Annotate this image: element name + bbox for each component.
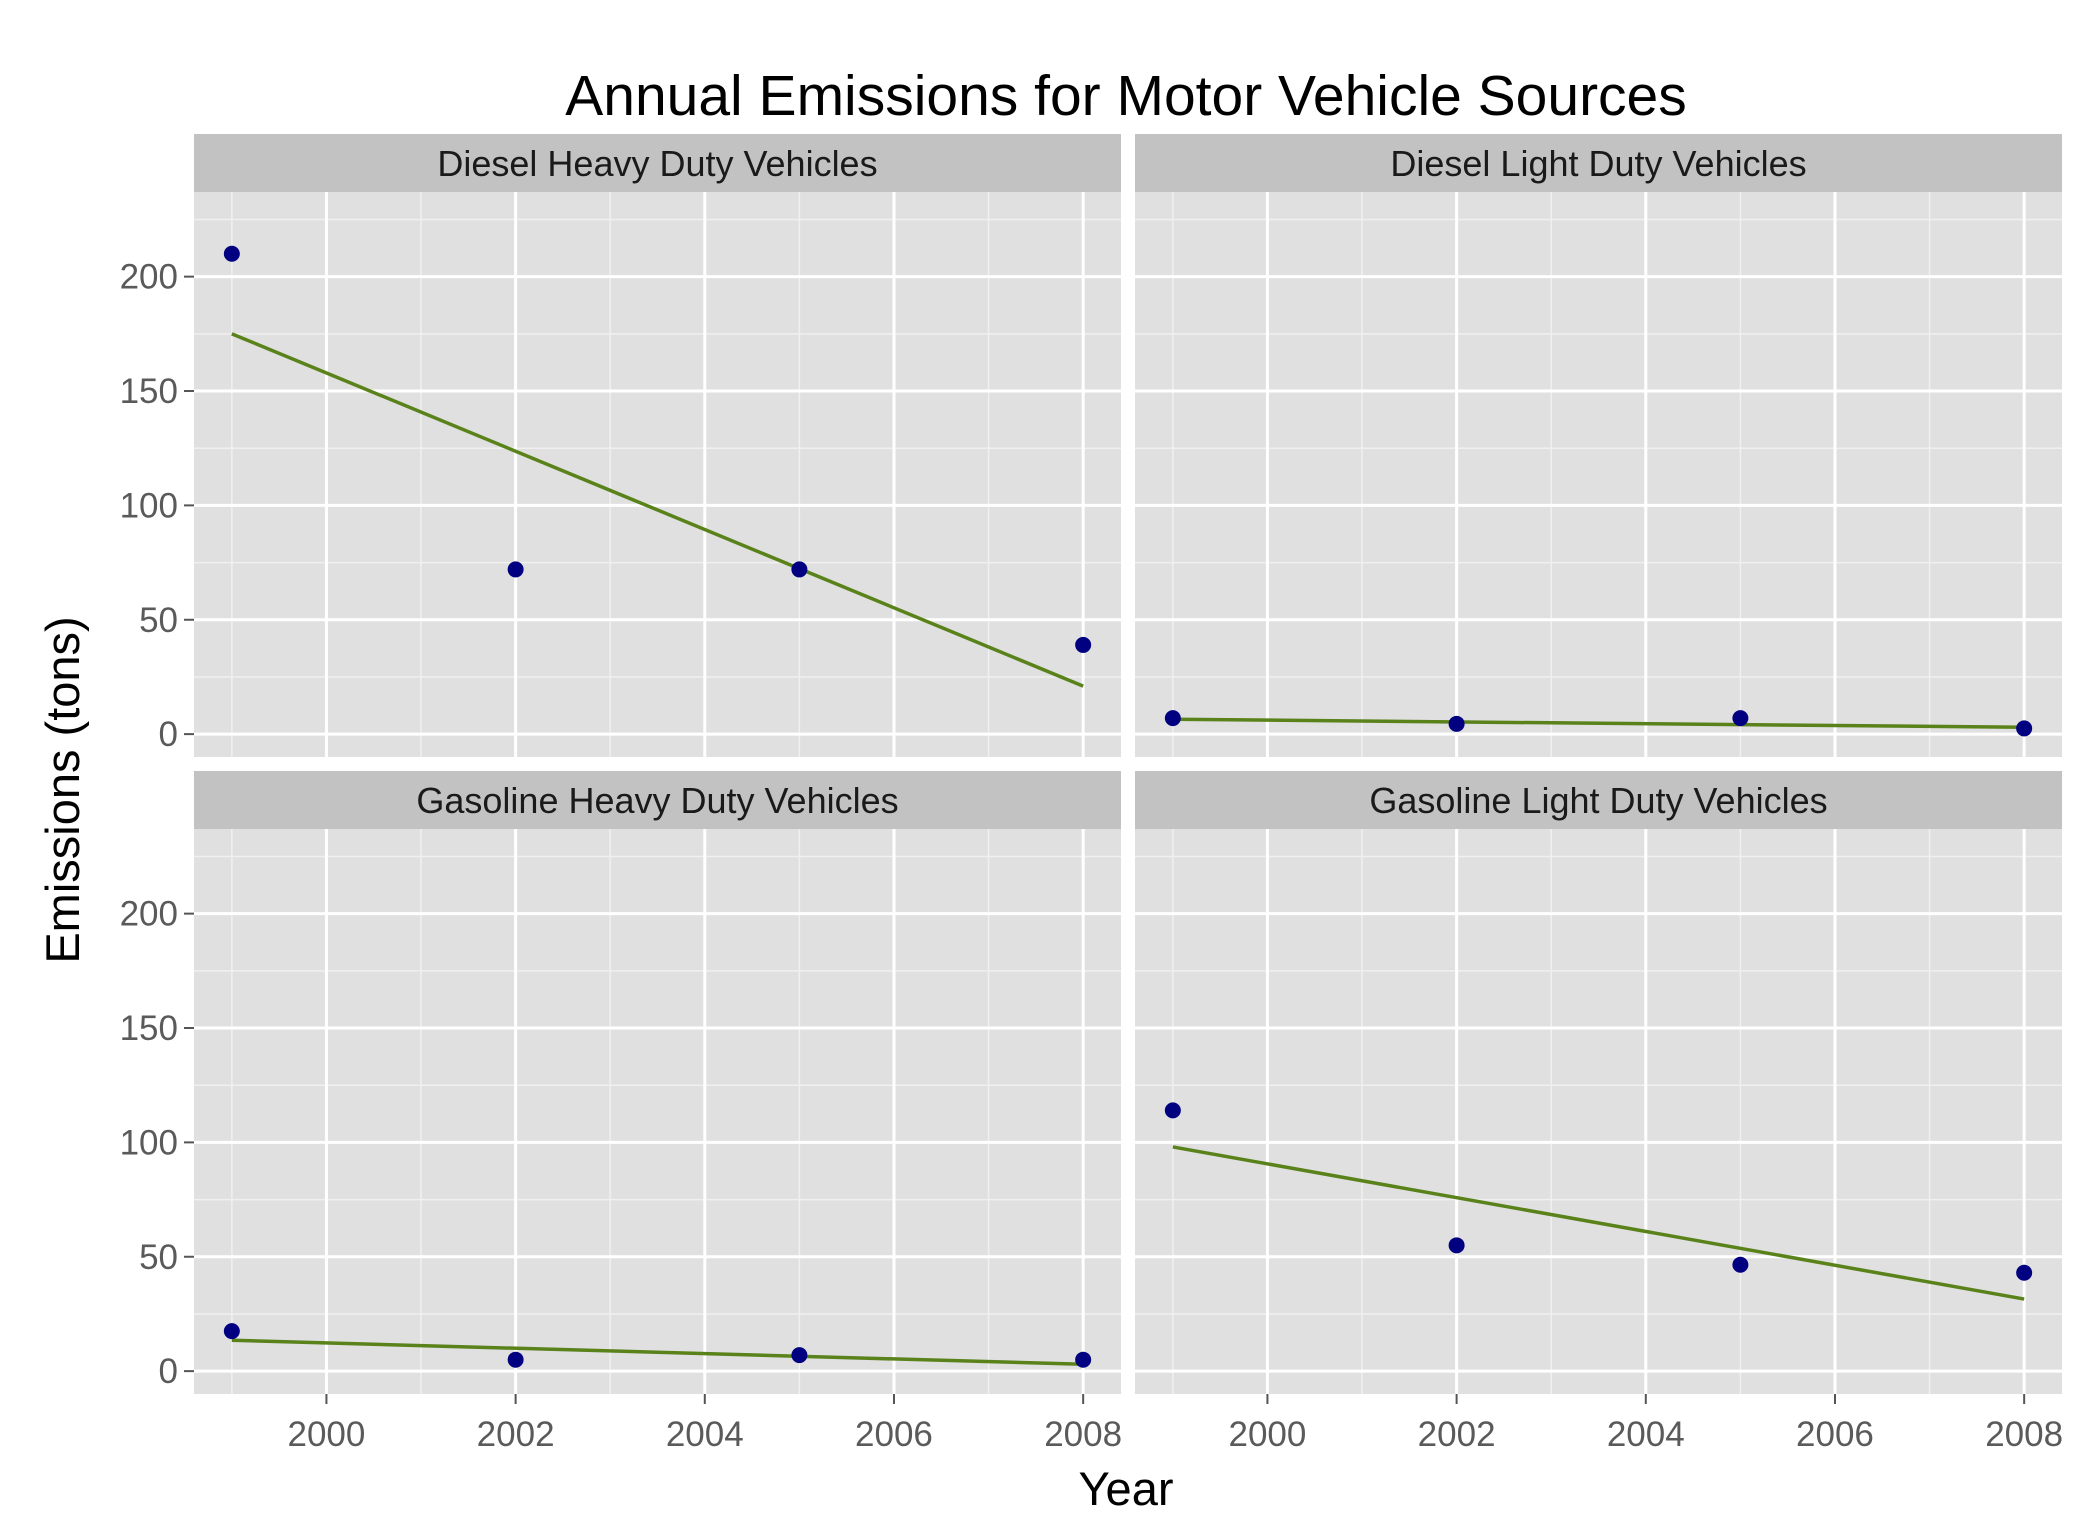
facet-panel: Gasoline Heavy Duty Vehicles 0 50 100 150 200… — [120, 771, 1122, 1454]
facet-strip-label: Diesel Heavy Duty Vehicles — [437, 143, 877, 184]
panel-background — [194, 192, 1121, 757]
y-tick-label: 200 — [120, 895, 178, 934]
trend-line — [1172, 1145, 2025, 1301]
data-point — [791, 561, 808, 578]
trend-line — [231, 332, 1084, 688]
data-point — [1448, 1237, 1465, 1254]
x-tick-label: 2000 — [287, 1415, 365, 1454]
data-point — [507, 561, 524, 578]
y-tick-label: 150 — [120, 372, 178, 411]
y-tick-label: 100 — [120, 1123, 178, 1162]
x-tick-label: 2008 — [1985, 1415, 2063, 1454]
facet-strip-label: Gasoline Light Duty Vehicles — [1369, 780, 1827, 821]
data-point — [1732, 710, 1749, 727]
data-point — [1732, 1256, 1749, 1273]
data-point — [1075, 1351, 1092, 1368]
x-tick-label: 2000 — [1228, 1415, 1306, 1454]
facet-strip — [1135, 134, 2062, 192]
data-point — [223, 1323, 240, 1340]
data-point — [1075, 636, 1092, 653]
data-point — [2016, 720, 2033, 737]
y-tick-label: 0 — [159, 715, 178, 754]
data-point — [507, 1351, 524, 1368]
y-tick-label: 200 — [120, 258, 178, 297]
facet-strip — [194, 134, 1121, 192]
y-tick-label: 0 — [159, 1352, 178, 1391]
facet-panel: Diesel Heavy Duty Vehicles 0 50 100 150 200 — [120, 134, 1121, 757]
x-axis-title: Year — [1079, 1462, 1174, 1515]
x-tick-label: 2002 — [1418, 1415, 1496, 1454]
data-point — [1448, 715, 1465, 732]
data-point — [223, 245, 240, 262]
y-tick-label: 100 — [120, 486, 178, 525]
facet-strip-label: Diesel Light Duty Vehicles — [1390, 143, 1806, 184]
y-tick-label: 50 — [139, 1238, 178, 1277]
x-tick-label: 2008 — [1044, 1415, 1122, 1454]
x-tick-label: 2004 — [666, 1415, 744, 1454]
data-point — [2016, 1264, 2033, 1281]
chart-title: Annual Emissions for Motor Vehicle Sourc… — [565, 64, 1687, 128]
facet-strip — [194, 771, 1121, 829]
data-point — [1164, 1102, 1181, 1119]
facet-panel: Gasoline Light Duty Vehicles 2000 2002 2004… — [1135, 771, 2063, 1454]
y-axis-title: Emissions (tons) — [36, 616, 89, 963]
panel-background — [1135, 829, 2062, 1394]
facet-strip — [1135, 771, 2062, 829]
y-tick-label: 150 — [120, 1009, 178, 1048]
panel-background — [194, 829, 1121, 1394]
panel-background — [1135, 192, 2062, 757]
facet-strip-label: Gasoline Heavy Duty Vehicles — [416, 780, 898, 821]
trend-line — [1172, 717, 2025, 730]
x-tick-label: 2006 — [855, 1415, 933, 1454]
data-point — [791, 1347, 808, 1364]
panel-grid: Diesel Heavy Duty Vehicles050100150200Di… — [120, 134, 2063, 1454]
y-tick-label: 50 — [139, 601, 178, 640]
x-tick-label: 2006 — [1796, 1415, 1874, 1454]
x-tick-label: 2004 — [1607, 1415, 1685, 1454]
facet-panel: Diesel Light Duty Vehicles — [1135, 134, 2062, 757]
x-tick-label: 2002 — [477, 1415, 555, 1454]
trend-line — [231, 1338, 1084, 1367]
data-point — [1164, 710, 1181, 727]
